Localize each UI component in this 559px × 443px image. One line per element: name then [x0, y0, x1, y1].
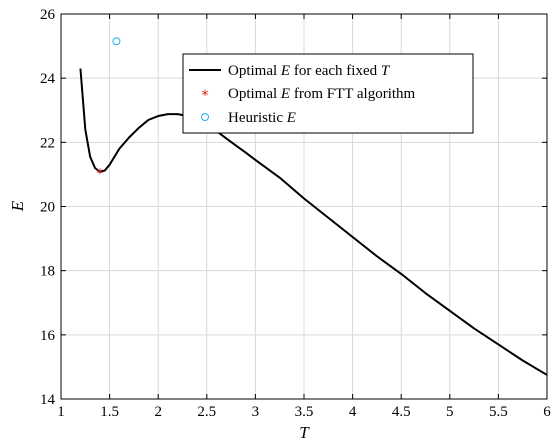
- legend-entry-fft: Optimal E from FTT algorithm: [228, 86, 416, 102]
- fft-star-point: *: [97, 167, 104, 182]
- heuristic-circle-point: [112, 37, 121, 46]
- x-tick-label: 5.5: [489, 404, 508, 420]
- y-tick-label: 20: [40, 200, 55, 216]
- legend-swatch-fft-star: *: [202, 88, 209, 104]
- y-axis-label: E: [8, 200, 27, 212]
- x-tick-label: 4: [349, 404, 357, 420]
- y-tick-label: 18: [40, 264, 55, 280]
- legend-swatch-heuristic-circle: [201, 113, 209, 121]
- y-tick-label: 16: [40, 328, 56, 344]
- legend-entry-optimal-line: Optimal E for each fixed T: [228, 63, 391, 79]
- x-tick-label: 6: [543, 404, 551, 420]
- x-tick-label: 1.5: [100, 404, 119, 420]
- y-tick-label: 22: [40, 135, 55, 151]
- legend-box: [182, 53, 474, 134]
- y-tick-label: 26: [40, 7, 56, 23]
- x-tick-label: 4.5: [392, 404, 411, 420]
- x-tick-label: 3: [252, 404, 260, 420]
- x-axis-label: T: [299, 423, 310, 442]
- legend-entry-heuristic: Heuristic E: [228, 110, 296, 126]
- x-tick-label: 5: [446, 404, 454, 420]
- legend: Optimal E for each fixed T * Optimal E f…: [182, 53, 474, 134]
- x-tick-label: 1: [57, 404, 65, 420]
- tick-labels: 1 1.5 2 2.5 3 3.5 4 4.5 5 5.5 6 14 16 18 20 22 24 26: [40, 7, 551, 420]
- y-tick-label: 24: [40, 71, 56, 87]
- x-tick-label: 2: [154, 404, 162, 420]
- x-tick-label: 3.5: [295, 404, 314, 420]
- y-tick-label: 14: [40, 392, 56, 408]
- x-tick-label: 2.5: [197, 404, 216, 420]
- ticks: [60, 13, 548, 400]
